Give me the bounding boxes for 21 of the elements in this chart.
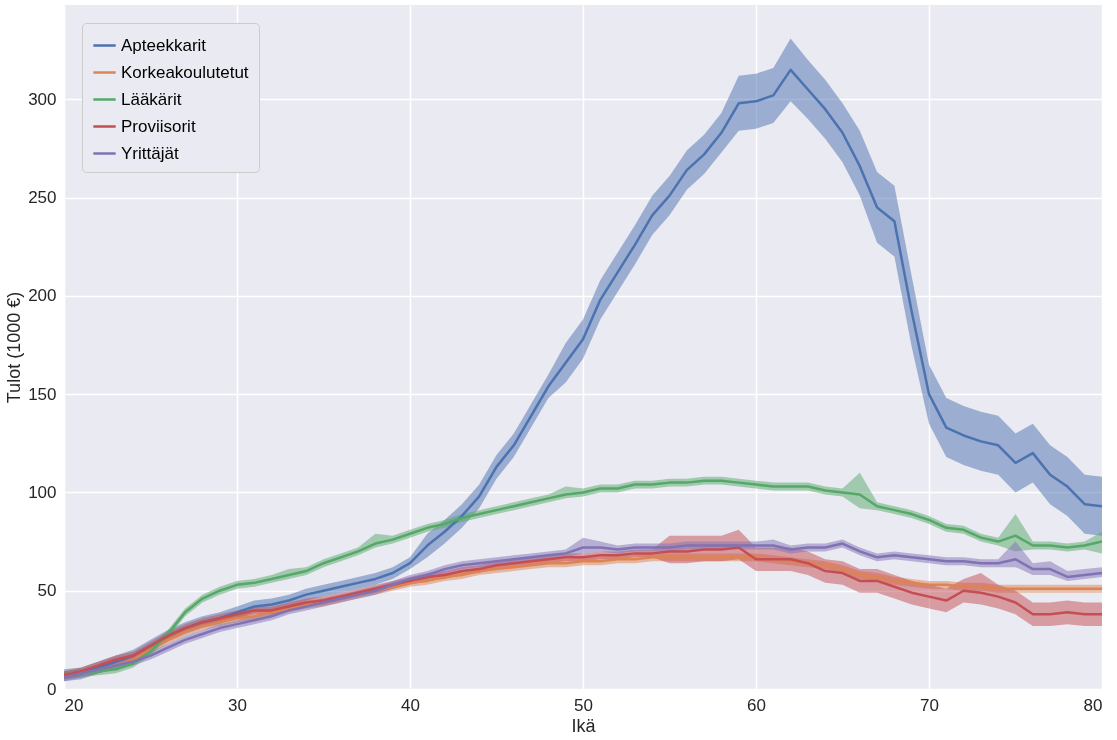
legend-label: Lääkärit [121,89,182,109]
x-tick-label: 20 [64,695,84,715]
x-tick-label: 30 [228,695,247,715]
x-tick-label: 40 [401,695,420,715]
legend-label: Yrittäjät [121,143,179,163]
y-tick-label: 200 [28,286,57,306]
y-tick-label: 150 [28,384,57,404]
x-tick-label: 50 [574,695,593,715]
y-tick-label: 0 [47,679,57,699]
legend-label: Proviisorit [121,116,196,136]
legend-label: Apteekkarit [121,35,207,55]
x-tick-label: 70 [920,695,939,715]
x-tick-label: 80 [1083,695,1103,715]
y-tick-label: 100 [28,482,57,502]
y-tick-label: 300 [28,89,57,109]
x-axis-title: Ikä [571,715,597,736]
y-tick-label: 50 [37,581,57,601]
x-tick-label: 60 [747,695,766,715]
y-tick-label: 250 [28,188,57,208]
y-axis-title: Tulot (1000 €) [4,291,25,404]
legend-label: Korkeakoulutetut [121,62,249,82]
